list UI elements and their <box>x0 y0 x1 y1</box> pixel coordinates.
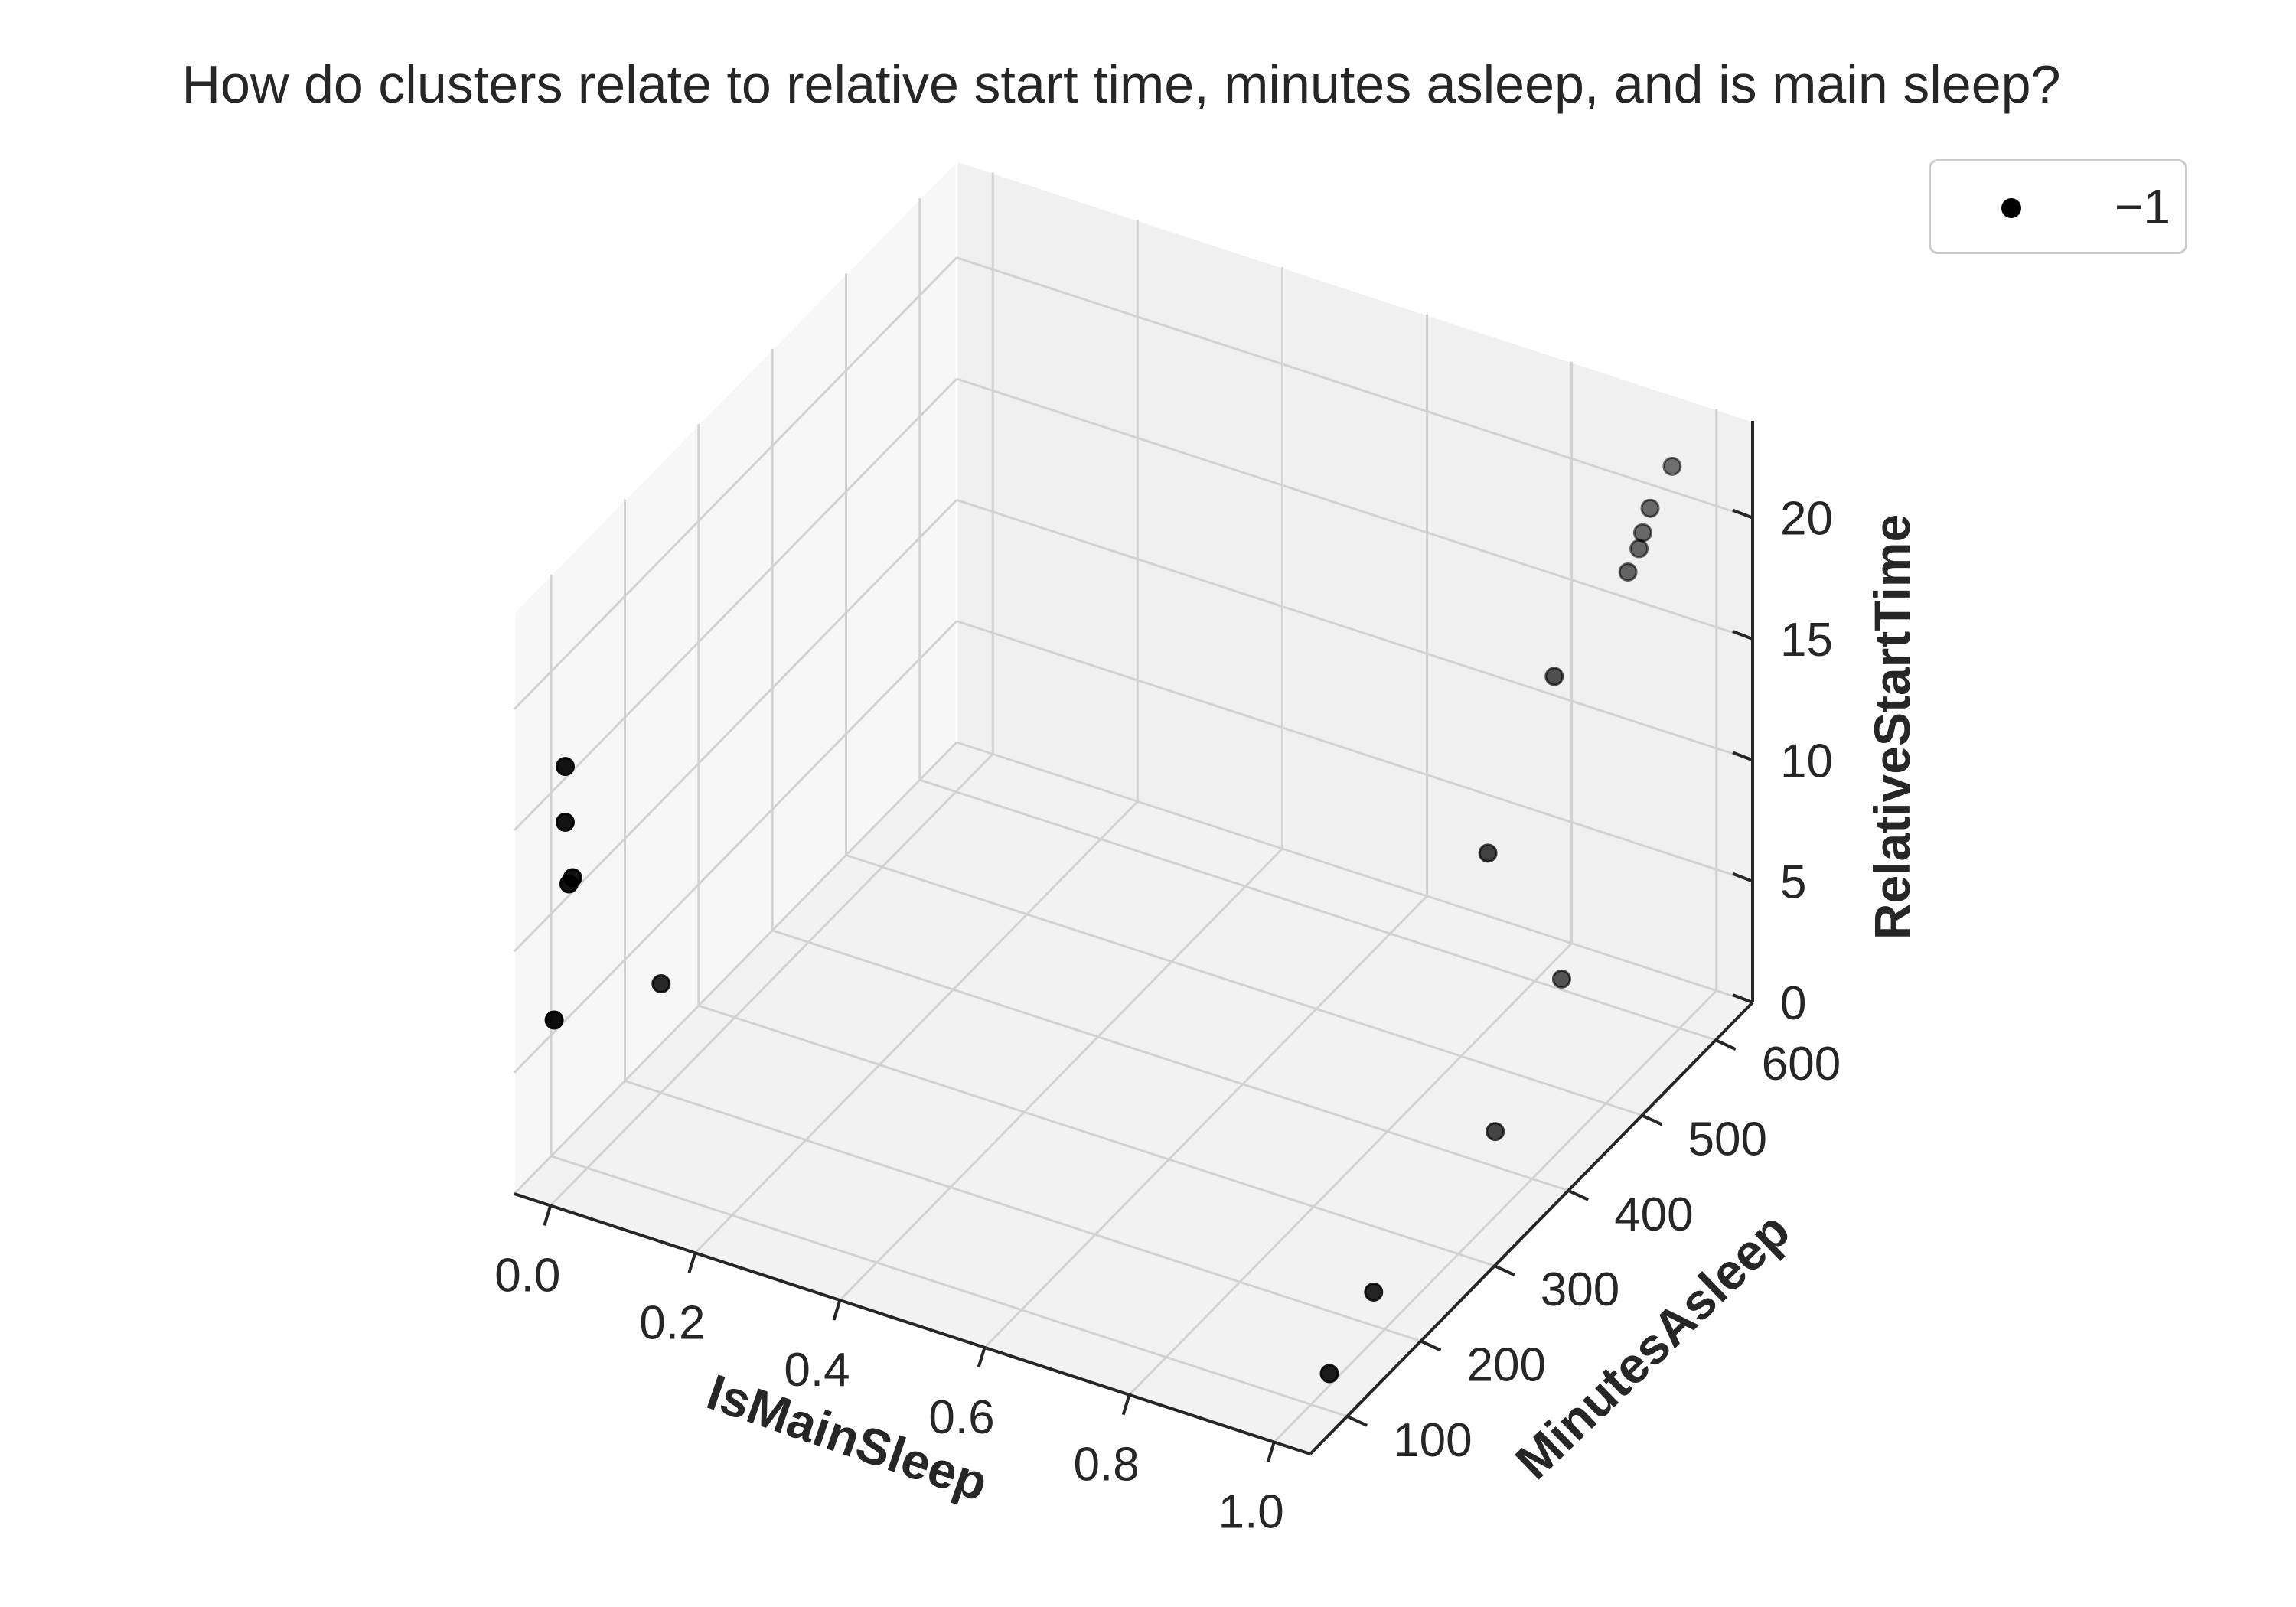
x-tick-label: 0.4 <box>784 1344 850 1397</box>
data-point <box>544 1010 564 1030</box>
z-grid-line <box>513 377 958 832</box>
legend-label: −1 <box>2115 179 2170 234</box>
legend: −1 <box>1929 159 2187 254</box>
y-grid-line <box>919 778 1717 1041</box>
x-grid-line <box>983 895 1428 1348</box>
y-tick-label: 600 <box>1762 1038 1841 1090</box>
z-grid-line <box>513 741 958 1195</box>
x-tick-label: 0.0 <box>494 1250 560 1302</box>
y-grid-line <box>771 929 1569 1192</box>
x-tick <box>1266 1441 1276 1463</box>
z-grid-line <box>513 256 958 710</box>
x-tick <box>1121 1394 1131 1416</box>
x-grid-line <box>550 753 994 1207</box>
z-tick-label: 10 <box>1780 735 1833 787</box>
z-tick-label: 5 <box>1780 856 1806 909</box>
chart-title: How do clusters relate to relative start… <box>181 54 2061 114</box>
x-grid-line <box>839 848 1283 1302</box>
data-point <box>1640 498 1660 518</box>
z-tick <box>1732 993 1753 1004</box>
z-axis-label: RelativeStartTime <box>1864 514 1920 940</box>
y-tick <box>1641 1113 1663 1126</box>
y-axis-line <box>1309 1001 1754 1455</box>
z-tick <box>1732 630 1753 641</box>
y-tick-label: 400 <box>1614 1188 1693 1241</box>
z-grid-line <box>513 620 958 1074</box>
data-point <box>1478 843 1498 863</box>
x-grid-line <box>1273 989 1717 1443</box>
y-tick-label: 500 <box>1688 1113 1767 1166</box>
z-tick <box>1732 508 1753 520</box>
x-tick-label: 1.0 <box>1218 1486 1284 1539</box>
legend-marker <box>2001 198 2021 218</box>
y-grid-line <box>625 1080 1421 1342</box>
data-point <box>556 813 575 832</box>
y-tick <box>1714 1038 1737 1051</box>
z-grid-line <box>956 741 1753 1004</box>
data-point <box>1632 523 1652 543</box>
x-tick-label: 0.8 <box>1073 1439 1139 1491</box>
y-tick <box>1567 1189 1590 1201</box>
z-tick-label: 20 <box>1780 493 1833 546</box>
x-tick-label: 0.6 <box>928 1391 994 1444</box>
data-point <box>1629 539 1649 559</box>
x-grid-line <box>1128 942 1573 1396</box>
y-tick <box>1493 1264 1515 1276</box>
x-tick <box>977 1347 987 1368</box>
z-tick <box>1732 872 1753 883</box>
data-point <box>651 974 671 993</box>
z-grid-line <box>956 377 1753 641</box>
data-points <box>544 456 1682 1384</box>
y-axis-label: MinutesAsleep <box>1505 1201 1800 1490</box>
data-point <box>1544 667 1564 686</box>
x-tick <box>543 1204 553 1227</box>
tick-marks <box>543 508 1753 1463</box>
z-tick-label: 0 <box>1780 977 1806 1030</box>
y-tick <box>1346 1415 1368 1427</box>
z-grid-line <box>956 620 1753 883</box>
z-grid-line <box>513 499 958 953</box>
y-tick-label: 300 <box>1541 1263 1619 1316</box>
x-axis-line <box>514 1192 1311 1455</box>
data-point <box>556 757 575 777</box>
data-point <box>559 874 579 894</box>
tick-labels: 0.0 0.2 0.4 0.6 0.8 1.0 100 200 300 400 500 600 0 5 10… <box>494 493 1841 1539</box>
x-tick <box>687 1252 697 1273</box>
y-tick-label: 200 <box>1467 1339 1546 1392</box>
y-tick-label: 100 <box>1393 1414 1472 1467</box>
x-grid-line <box>694 800 1139 1254</box>
data-point <box>1319 1364 1339 1384</box>
z-tick <box>1732 751 1753 762</box>
data-point <box>1486 1122 1505 1142</box>
z-tick-label: 15 <box>1780 614 1833 667</box>
data-point <box>1364 1283 1384 1302</box>
data-point <box>1551 969 1571 989</box>
data-point <box>1662 456 1682 476</box>
y-grid-line <box>846 854 1642 1116</box>
grid-lines <box>513 172 1753 1443</box>
y-grid-line <box>698 1004 1495 1267</box>
z-grid-line <box>956 256 1753 520</box>
data-point <box>1618 562 1638 582</box>
x-tick-label: 0.2 <box>639 1296 705 1349</box>
axis-panes <box>512 158 1755 1455</box>
x-tick <box>832 1299 842 1321</box>
y-grid-line <box>550 1155 1348 1418</box>
y-tick <box>1420 1339 1442 1352</box>
z-grid-line <box>956 498 1753 761</box>
